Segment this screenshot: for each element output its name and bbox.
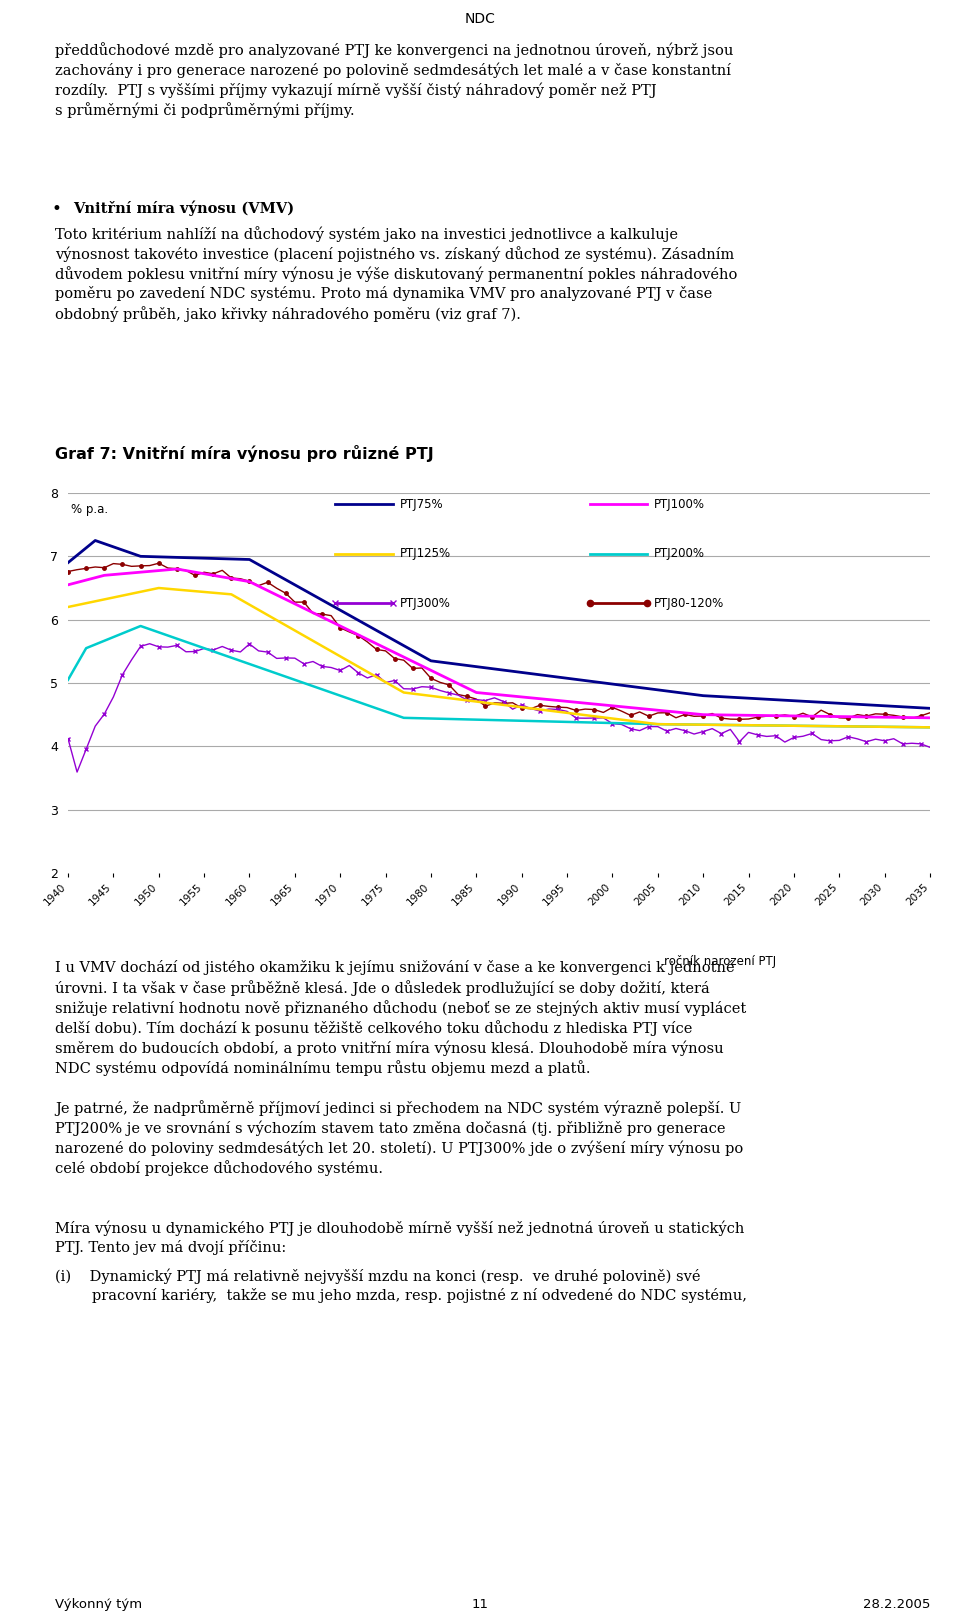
Text: snižuje relativní hodnotu nově přiznaného důchodu (neboť se ze stejných aktiv mu: snižuje relativní hodnotu nově přiznanéh…: [55, 999, 746, 1015]
Text: narozené do poloviny sedmdesátých let 20. století). U PTJ300% jde o zvýšení míry: narozené do poloviny sedmdesátých let 20…: [55, 1140, 743, 1156]
Text: důvodem poklesu vnitřní míry výnosu je výše diskutovaný permanentní pokles náhra: důvodem poklesu vnitřní míry výnosu je v…: [55, 267, 737, 281]
Text: zachovány i pro generace narozené po polovině sedmdesátých let malé a v čase kon: zachovány i pro generace narozené po pol…: [55, 61, 731, 78]
Text: obdobný průběh, jako křivky náhradového poměru (viz graf 7).: obdobný průběh, jako křivky náhradového …: [55, 306, 521, 322]
Text: PTJ200% je ve srovnání s výchozím stavem tato změna dočasná (tj. přibližně pro g: PTJ200% je ve srovnání s výchozím stavem…: [55, 1121, 726, 1135]
Text: PTJ300%: PTJ300%: [400, 597, 451, 610]
Text: % p.a.: % p.a.: [71, 503, 108, 516]
Text: ročník narození PTJ: ročník narození PTJ: [664, 956, 776, 969]
Text: Výkonný tým: Výkonný tým: [55, 1598, 142, 1611]
Text: •: •: [52, 201, 61, 218]
Text: PTJ125%: PTJ125%: [400, 547, 451, 561]
Text: delší dobu). Tím dochází k posunu těžiště celkového toku důchodu z hlediska PTJ : delší dobu). Tím dochází k posunu těžišt…: [55, 1020, 692, 1036]
Text: PTJ200%: PTJ200%: [654, 547, 706, 561]
Text: Míra výnosu u dynamického PTJ je dlouhodobě mírně vyšší než jednotná úroveň u st: Míra výnosu u dynamického PTJ je dlouhod…: [55, 1219, 744, 1235]
Text: s průměrnými či podprůměrnými příjmy.: s průměrnými či podprůměrnými příjmy.: [55, 102, 354, 118]
Text: rozdíly.  PTJ s vyššími příjmy vykazují mírně vyšší čistý náhradový poměr než PT: rozdíly. PTJ s vyššími příjmy vykazují m…: [55, 82, 657, 97]
Text: 11: 11: [471, 1598, 489, 1611]
Text: PTJ100%: PTJ100%: [654, 498, 706, 511]
Text: 28.2.2005: 28.2.2005: [863, 1598, 930, 1611]
Text: NDC: NDC: [465, 11, 495, 26]
Text: pracovní kariéry,  takže se mu jeho mzda, resp. pojistné z ní odvedené do NDC sy: pracovní kariéry, takže se mu jeho mzda,…: [55, 1289, 747, 1303]
Text: poměru po zavedení NDC systému. Proto má dynamika VMV pro analyzované PTJ v čase: poměru po zavedení NDC systému. Proto má…: [55, 286, 712, 301]
Text: Toto kritérium nahlíží na důchodový systém jako na investici jednotlivce a kalku: Toto kritérium nahlíží na důchodový syst…: [55, 226, 678, 243]
Text: celé období projekce důchodového systému.: celé období projekce důchodového systému…: [55, 1159, 383, 1176]
Text: NDC systému odpovídá nominálnímu tempu růstu objemu mezd a platů.: NDC systému odpovídá nominálnímu tempu r…: [55, 1061, 590, 1075]
Text: (i)    Dynamický PTJ má relativně nejvyšší mzdu na konci (resp.  ve druhé polovi: (i) Dynamický PTJ má relativně nejvyšší …: [55, 1268, 701, 1284]
Text: PTJ. Tento jev má dvojí příčinu:: PTJ. Tento jev má dvojí příčinu:: [55, 1240, 286, 1255]
Text: výnosnost takovéto investice (placení pojistného vs. získaný důchod ze systému).: výnosnost takovéto investice (placení po…: [55, 246, 734, 262]
Text: Je patrné, že nadprůměrně příjmoví jedinci si přechodem na NDC systém výrazně po: Je patrné, že nadprůměrně příjmoví jedin…: [55, 1100, 741, 1116]
Text: I u VMV dochází od jistého okamžiku k jejímu snižování v čase a ke konvergenci k: I u VMV dochází od jistého okamžiku k je…: [55, 960, 734, 975]
Text: Vnitřní míra výnosu (VMV): Vnitřní míra výnosu (VMV): [73, 201, 294, 215]
Text: PTJ80-120%: PTJ80-120%: [654, 597, 725, 610]
Text: Graf 7: Vnitřní míra výnosu pro růizné PTJ: Graf 7: Vnitřní míra výnosu pro růizné P…: [55, 445, 434, 462]
Text: směrem do budoucích období, a proto vnitřní míra výnosu klesá. Dlouhodobě míra v: směrem do budoucích období, a proto vnit…: [55, 1040, 724, 1056]
Text: předdůchodové mzdě pro analyzované PTJ ke konvergenci na jednotnou úroveň, nýbrž: předdůchodové mzdě pro analyzované PTJ k…: [55, 42, 733, 58]
Text: úrovni. I ta však v čase průběžně klesá. Jde o důsledek prodlužující se doby dož: úrovni. I ta však v čase průběžně klesá.…: [55, 980, 709, 996]
Text: PTJ75%: PTJ75%: [400, 498, 444, 511]
